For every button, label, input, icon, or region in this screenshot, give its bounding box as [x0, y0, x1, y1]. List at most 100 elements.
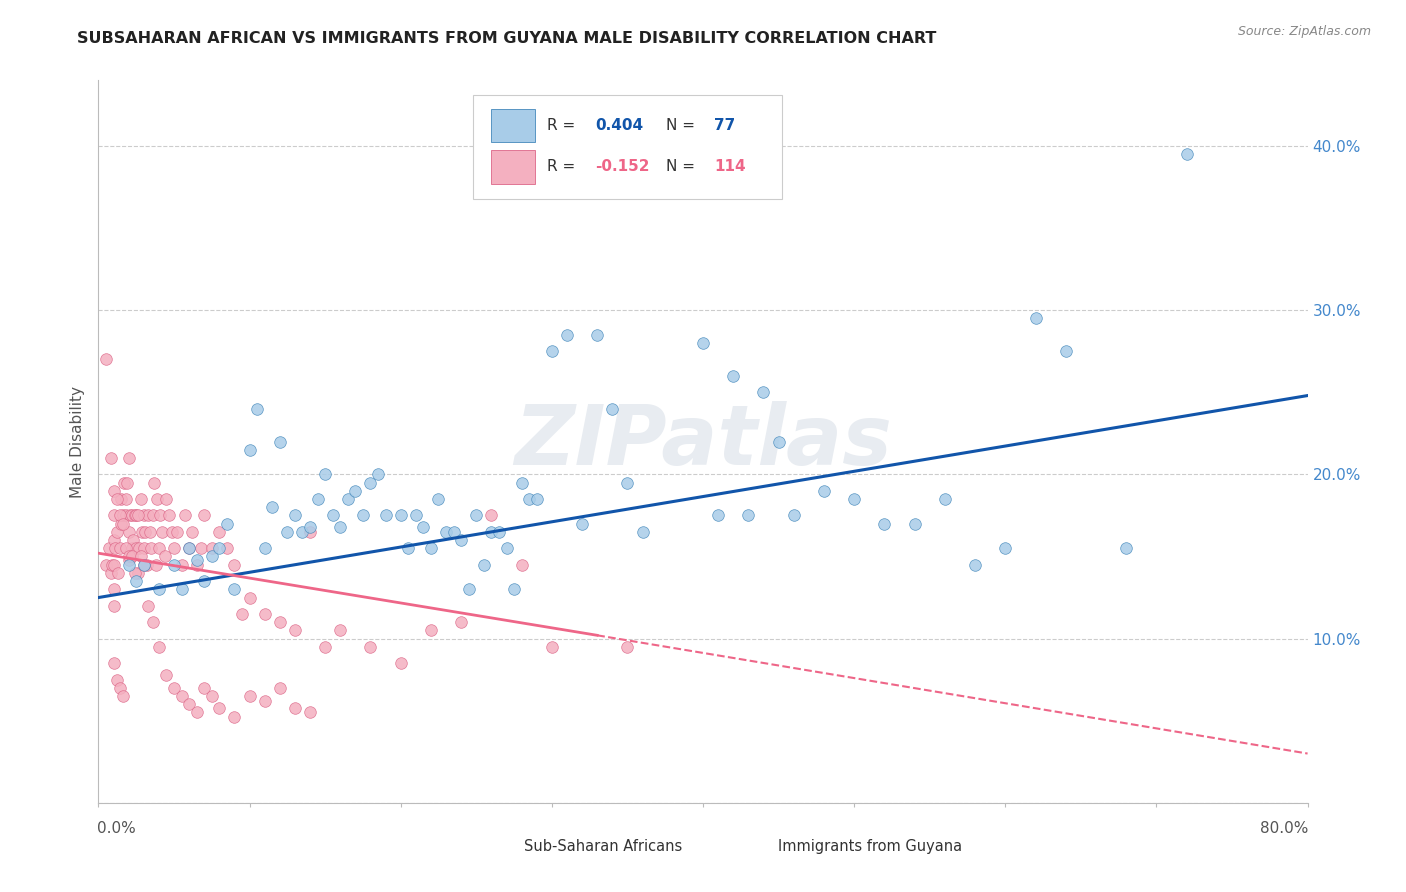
Point	[465, 508, 488, 523]
Point	[108, 541, 131, 556]
Point	[360, 640, 382, 654]
Point	[495, 541, 517, 556]
Text: 0.404: 0.404	[595, 119, 644, 133]
Point	[314, 467, 336, 482]
Point	[374, 508, 396, 523]
Point	[111, 689, 134, 703]
Point	[723, 368, 745, 383]
Point	[314, 640, 336, 654]
Text: 80.0%: 80.0%	[1260, 821, 1309, 836]
Point	[269, 434, 291, 449]
Point	[131, 524, 153, 539]
Point	[215, 541, 238, 556]
Point	[555, 327, 578, 342]
Text: 0.0%: 0.0%	[97, 821, 136, 836]
Point	[224, 710, 246, 724]
Point	[443, 524, 465, 539]
Point	[110, 491, 132, 506]
Point	[360, 475, 382, 490]
Point	[994, 541, 1017, 556]
Point	[201, 689, 224, 703]
Point	[457, 582, 479, 597]
Point	[208, 541, 231, 556]
Point	[135, 558, 157, 572]
Point	[329, 520, 352, 534]
Point	[269, 681, 291, 695]
Point	[352, 508, 374, 523]
Point	[291, 524, 314, 539]
Point	[481, 524, 503, 539]
Point	[193, 574, 215, 588]
Point	[153, 549, 176, 564]
Text: 114: 114	[714, 160, 745, 175]
Point	[103, 582, 125, 597]
Point	[139, 524, 162, 539]
Point	[231, 607, 253, 621]
Point	[118, 553, 141, 567]
FancyBboxPatch shape	[731, 838, 769, 857]
Point	[246, 401, 269, 416]
Point	[253, 541, 276, 556]
Point	[276, 524, 298, 539]
Point	[105, 673, 128, 687]
Point	[344, 483, 367, 498]
Point	[224, 558, 246, 572]
Point	[420, 624, 443, 638]
Point	[284, 700, 307, 714]
Point	[239, 591, 262, 605]
Point	[118, 524, 141, 539]
Point	[253, 694, 276, 708]
Point	[299, 706, 322, 720]
Point	[1054, 344, 1077, 359]
Point	[124, 508, 146, 523]
Point	[111, 508, 134, 523]
Point	[103, 599, 125, 613]
Point	[149, 508, 172, 523]
Point	[336, 491, 359, 506]
Point	[128, 541, 150, 556]
Point	[136, 599, 159, 613]
Point	[389, 508, 412, 523]
Point	[125, 541, 148, 556]
Point	[965, 558, 987, 572]
Point	[193, 681, 215, 695]
Point	[193, 508, 215, 523]
Point	[142, 615, 165, 630]
Text: R =: R =	[547, 160, 581, 175]
Point	[163, 541, 186, 556]
Point	[602, 401, 624, 416]
Point	[616, 475, 638, 490]
Point	[129, 491, 152, 506]
Point	[103, 508, 125, 523]
Point	[510, 558, 533, 572]
Point	[692, 336, 714, 351]
Text: N =: N =	[665, 119, 699, 133]
Text: ZIPatlas: ZIPatlas	[515, 401, 891, 482]
Point	[121, 541, 143, 556]
Point	[170, 689, 193, 703]
Point	[148, 640, 170, 654]
Point	[121, 549, 143, 564]
Point	[122, 533, 145, 547]
Point	[412, 520, 434, 534]
Point	[1175, 147, 1198, 161]
Point	[103, 657, 125, 671]
Point	[114, 508, 136, 523]
Point	[904, 516, 927, 531]
Point	[737, 508, 759, 523]
FancyBboxPatch shape	[477, 838, 516, 857]
Point	[163, 558, 186, 572]
Point	[150, 524, 173, 539]
Point	[873, 516, 896, 531]
Point	[170, 558, 193, 572]
Point	[253, 607, 276, 621]
Point	[707, 508, 730, 523]
Point	[105, 491, 128, 506]
Point	[307, 491, 329, 506]
Point	[134, 524, 156, 539]
Point	[284, 624, 307, 638]
Point	[631, 524, 654, 539]
Point	[322, 508, 344, 523]
Point	[110, 516, 132, 531]
Text: Source: ZipAtlas.com: Source: ZipAtlas.com	[1237, 25, 1371, 38]
